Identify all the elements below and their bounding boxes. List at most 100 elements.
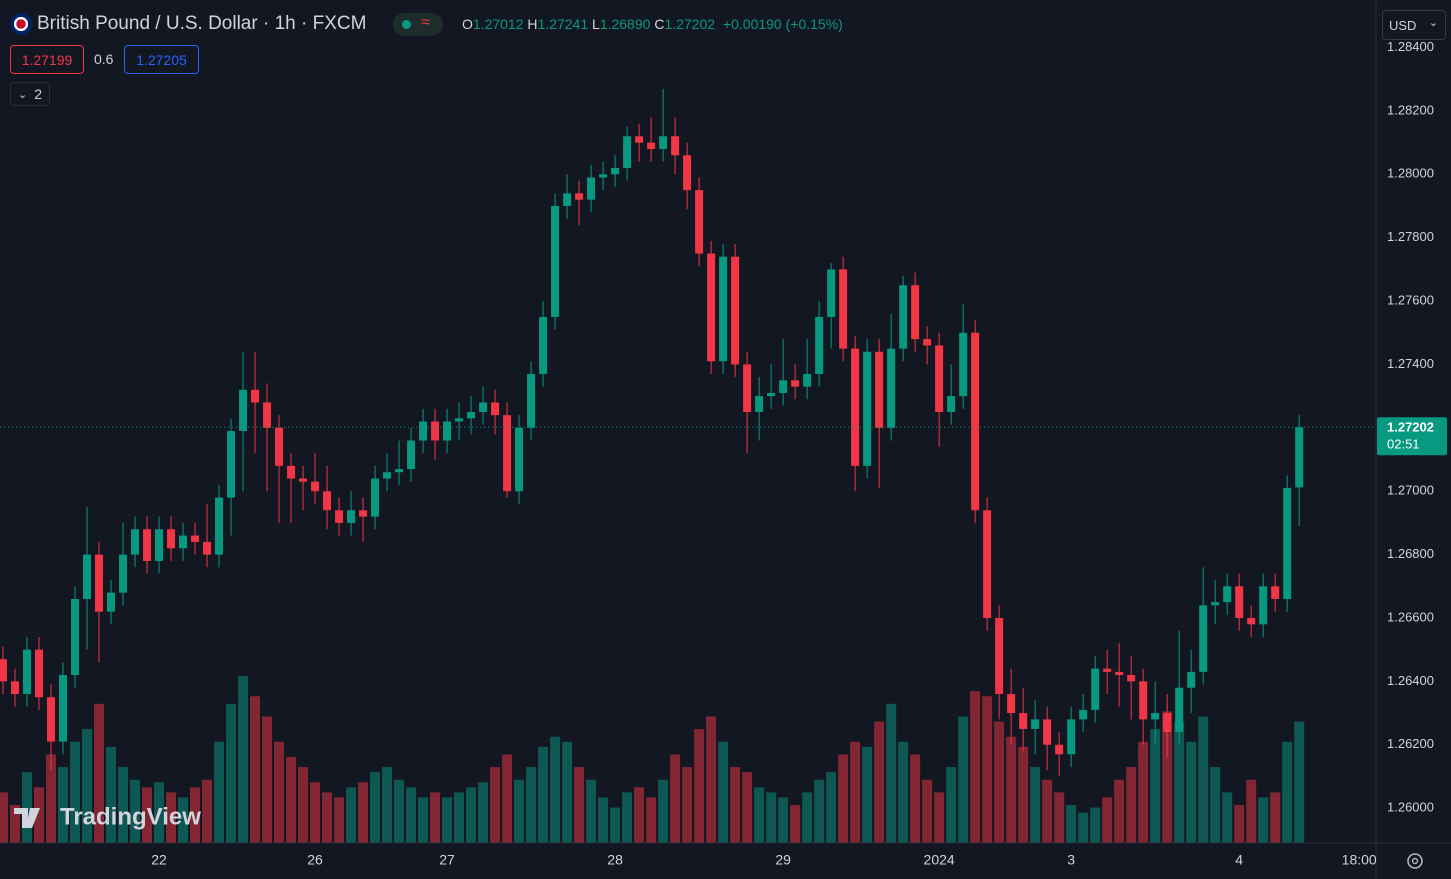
- volume-bar: [1018, 746, 1029, 843]
- y-tick-label: 1.26800: [1387, 546, 1434, 561]
- volume-bar: [850, 741, 861, 843]
- candle-body: [911, 285, 920, 340]
- candle-body: [131, 529, 140, 555]
- ohlc-value: 1.26890: [599, 16, 651, 32]
- candle-body: [155, 529, 164, 561]
- candle-body: [323, 491, 332, 511]
- volume-bar: [1150, 729, 1161, 843]
- volume-bar: [1114, 779, 1125, 843]
- candle-body: [179, 535, 188, 549]
- candle-body: [719, 256, 728, 362]
- volume-bar: [58, 767, 69, 843]
- candle-body: [1295, 427, 1304, 488]
- volume-bar: [226, 703, 237, 843]
- volume-bar: [598, 797, 609, 843]
- volume-bar: [1030, 767, 1041, 843]
- candle-body: [455, 418, 464, 422]
- candle-body: [1163, 713, 1172, 733]
- x-tick-label: 22: [151, 852, 167, 868]
- volume-bar: [106, 746, 117, 843]
- volume-bar: [430, 792, 441, 843]
- candle-body: [419, 421, 428, 441]
- candle-body: [503, 415, 512, 492]
- candle-body: [875, 351, 884, 428]
- ohlc-key: O: [462, 16, 473, 32]
- candle-body: [311, 481, 320, 492]
- candle-body: [275, 427, 284, 466]
- y-tick-label: 1.26200: [1387, 736, 1434, 751]
- candle-body: [143, 529, 152, 561]
- candle-body: [71, 598, 80, 676]
- indicators-toggle[interactable]: ⌄ 2: [10, 82, 50, 106]
- volume-bar: [670, 754, 681, 843]
- volume-bar: [1198, 716, 1209, 843]
- market-status[interactable]: ≈: [393, 13, 443, 36]
- volume-bar: [502, 754, 513, 843]
- ohlc-value: 1.27012: [472, 16, 524, 32]
- candle-body: [1175, 687, 1184, 733]
- currency-select[interactable]: USD ⌄: [1382, 10, 1446, 40]
- volume-bar: [1102, 797, 1113, 843]
- candle-body: [1235, 586, 1244, 618]
- indicator-count: 2: [34, 86, 42, 102]
- volume-bar: [454, 792, 465, 843]
- candle-body: [95, 554, 104, 612]
- candle-body: [839, 269, 848, 349]
- last-price-label: 1.27202: [1387, 420, 1434, 435]
- spread: 0.6: [94, 51, 114, 67]
- volume-bar: [1138, 741, 1149, 843]
- settings-icon-core[interactable]: [1411, 857, 1419, 865]
- settings-button[interactable]: [1407, 853, 1423, 869]
- candle-body: [407, 440, 416, 470]
- y-tick-label: 1.26600: [1387, 609, 1434, 624]
- volume-bar: [682, 767, 693, 843]
- volume-bar: [1090, 807, 1101, 843]
- volume-bar: [1162, 711, 1173, 843]
- y-tick-label: 1.28000: [1387, 166, 1434, 181]
- candle-body: [863, 351, 872, 466]
- settings-icon[interactable]: [1407, 853, 1423, 869]
- candle-body: [995, 617, 1004, 695]
- volume-bar: [1174, 721, 1185, 843]
- status-wave: ≈: [421, 14, 430, 31]
- symbol-title[interactable]: British Pound / U.S. Dollar · 1h · FXCM: [37, 13, 367, 34]
- x-tick-label: 3: [1067, 852, 1075, 868]
- volume-bar: [1270, 792, 1281, 843]
- y-tick-label: 1.27600: [1387, 293, 1434, 308]
- bid-button[interactable]: 1.27199: [10, 45, 84, 74]
- candle-body: [35, 649, 44, 698]
- candle-body: [671, 136, 680, 156]
- candle-body: [707, 253, 716, 362]
- volume-bar: [826, 772, 837, 843]
- candle-body: [659, 136, 668, 149]
- brand: TradingView: [60, 803, 201, 830]
- volume-bar: [478, 782, 489, 843]
- ohlc-key: C: [654, 16, 665, 32]
- volume-bar: [334, 797, 345, 843]
- candle-body: [479, 402, 488, 412]
- candle-body: [947, 396, 956, 412]
- candle-body: [227, 431, 236, 498]
- volume-bar: [1234, 805, 1245, 843]
- logo-mark: [14, 808, 40, 828]
- candle-body: [803, 373, 812, 387]
- volume-bar: [1210, 767, 1221, 843]
- candle-body: [371, 478, 380, 517]
- candle-body: [191, 535, 200, 542]
- volume-bar: [214, 741, 225, 843]
- volume-bar: [946, 767, 957, 843]
- volume-bar: [406, 787, 417, 843]
- y-tick-label: 1.27000: [1387, 483, 1434, 498]
- candle-body: [287, 465, 296, 479]
- candle-body: [167, 529, 176, 549]
- candle-body: [743, 364, 752, 412]
- candle-body: [1223, 586, 1232, 603]
- candle-body: [1067, 719, 1076, 755]
- volume-bar: [202, 779, 213, 843]
- candle-body: [731, 256, 740, 365]
- volume-bar: [1246, 779, 1257, 843]
- volume-bar: [658, 779, 669, 843]
- ask-button[interactable]: 1.27205: [124, 45, 199, 74]
- volume-bar: [898, 741, 909, 843]
- volume-bar: [550, 736, 561, 843]
